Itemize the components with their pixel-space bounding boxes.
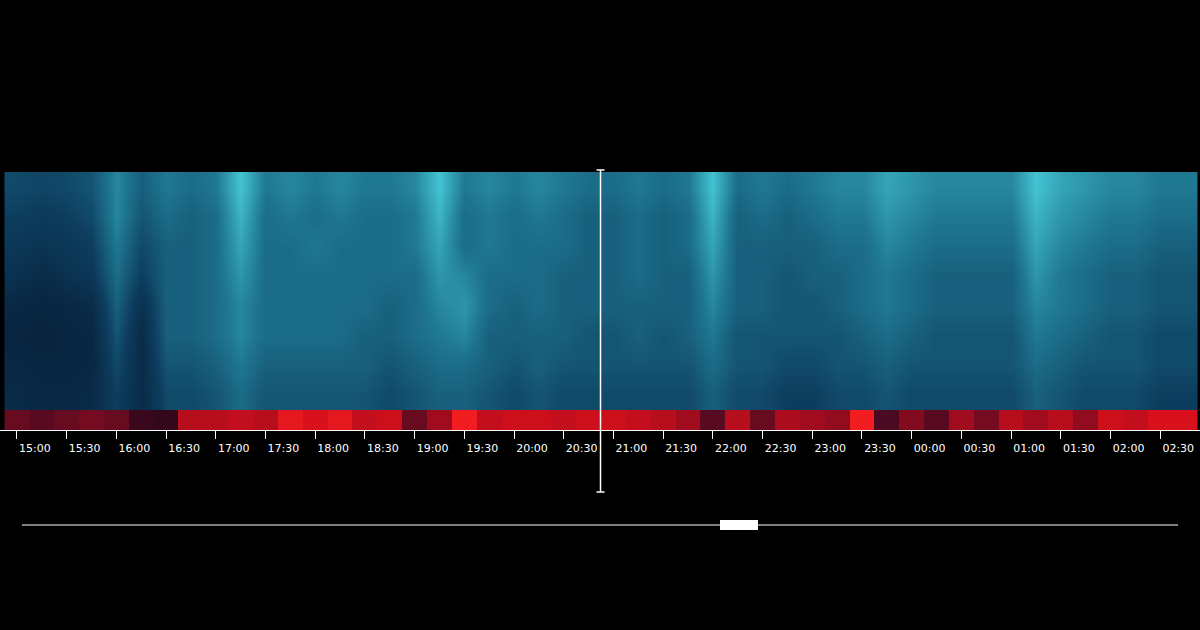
svg-text:00:00: 00:00 (914, 442, 946, 455)
svg-text:02:30: 02:30 (1162, 442, 1194, 455)
svg-text:21:30: 21:30 (665, 442, 697, 455)
svg-text:16:00: 16:00 (118, 442, 150, 455)
svg-text:20:30: 20:30 (566, 442, 598, 455)
svg-text:16:30: 16:30 (168, 442, 200, 455)
svg-text:19:00: 19:00 (417, 442, 449, 455)
svg-text:23:00: 23:00 (814, 442, 846, 455)
svg-text:17:00: 17:00 (218, 442, 250, 455)
svg-text:21:00: 21:00 (616, 442, 648, 455)
svg-text:15:00: 15:00 (19, 442, 51, 455)
svg-text:20:00: 20:00 (516, 442, 548, 455)
svg-text:22:00: 22:00 (715, 442, 747, 455)
svg-text:00:30: 00:30 (964, 442, 996, 455)
svg-text:18:30: 18:30 (367, 442, 399, 455)
svg-text:17:30: 17:30 (268, 442, 300, 455)
svg-text:22:30: 22:30 (765, 442, 797, 455)
svg-text:01:00: 01:00 (1013, 442, 1045, 455)
svg-text:23:30: 23:30 (864, 442, 896, 455)
svg-text:18:00: 18:00 (317, 442, 349, 455)
svg-text:19:30: 19:30 (466, 442, 498, 455)
svg-text:02:00: 02:00 (1113, 442, 1145, 455)
svg-text:01:30: 01:30 (1063, 442, 1095, 455)
svg-text:15:30: 15:30 (69, 442, 101, 455)
